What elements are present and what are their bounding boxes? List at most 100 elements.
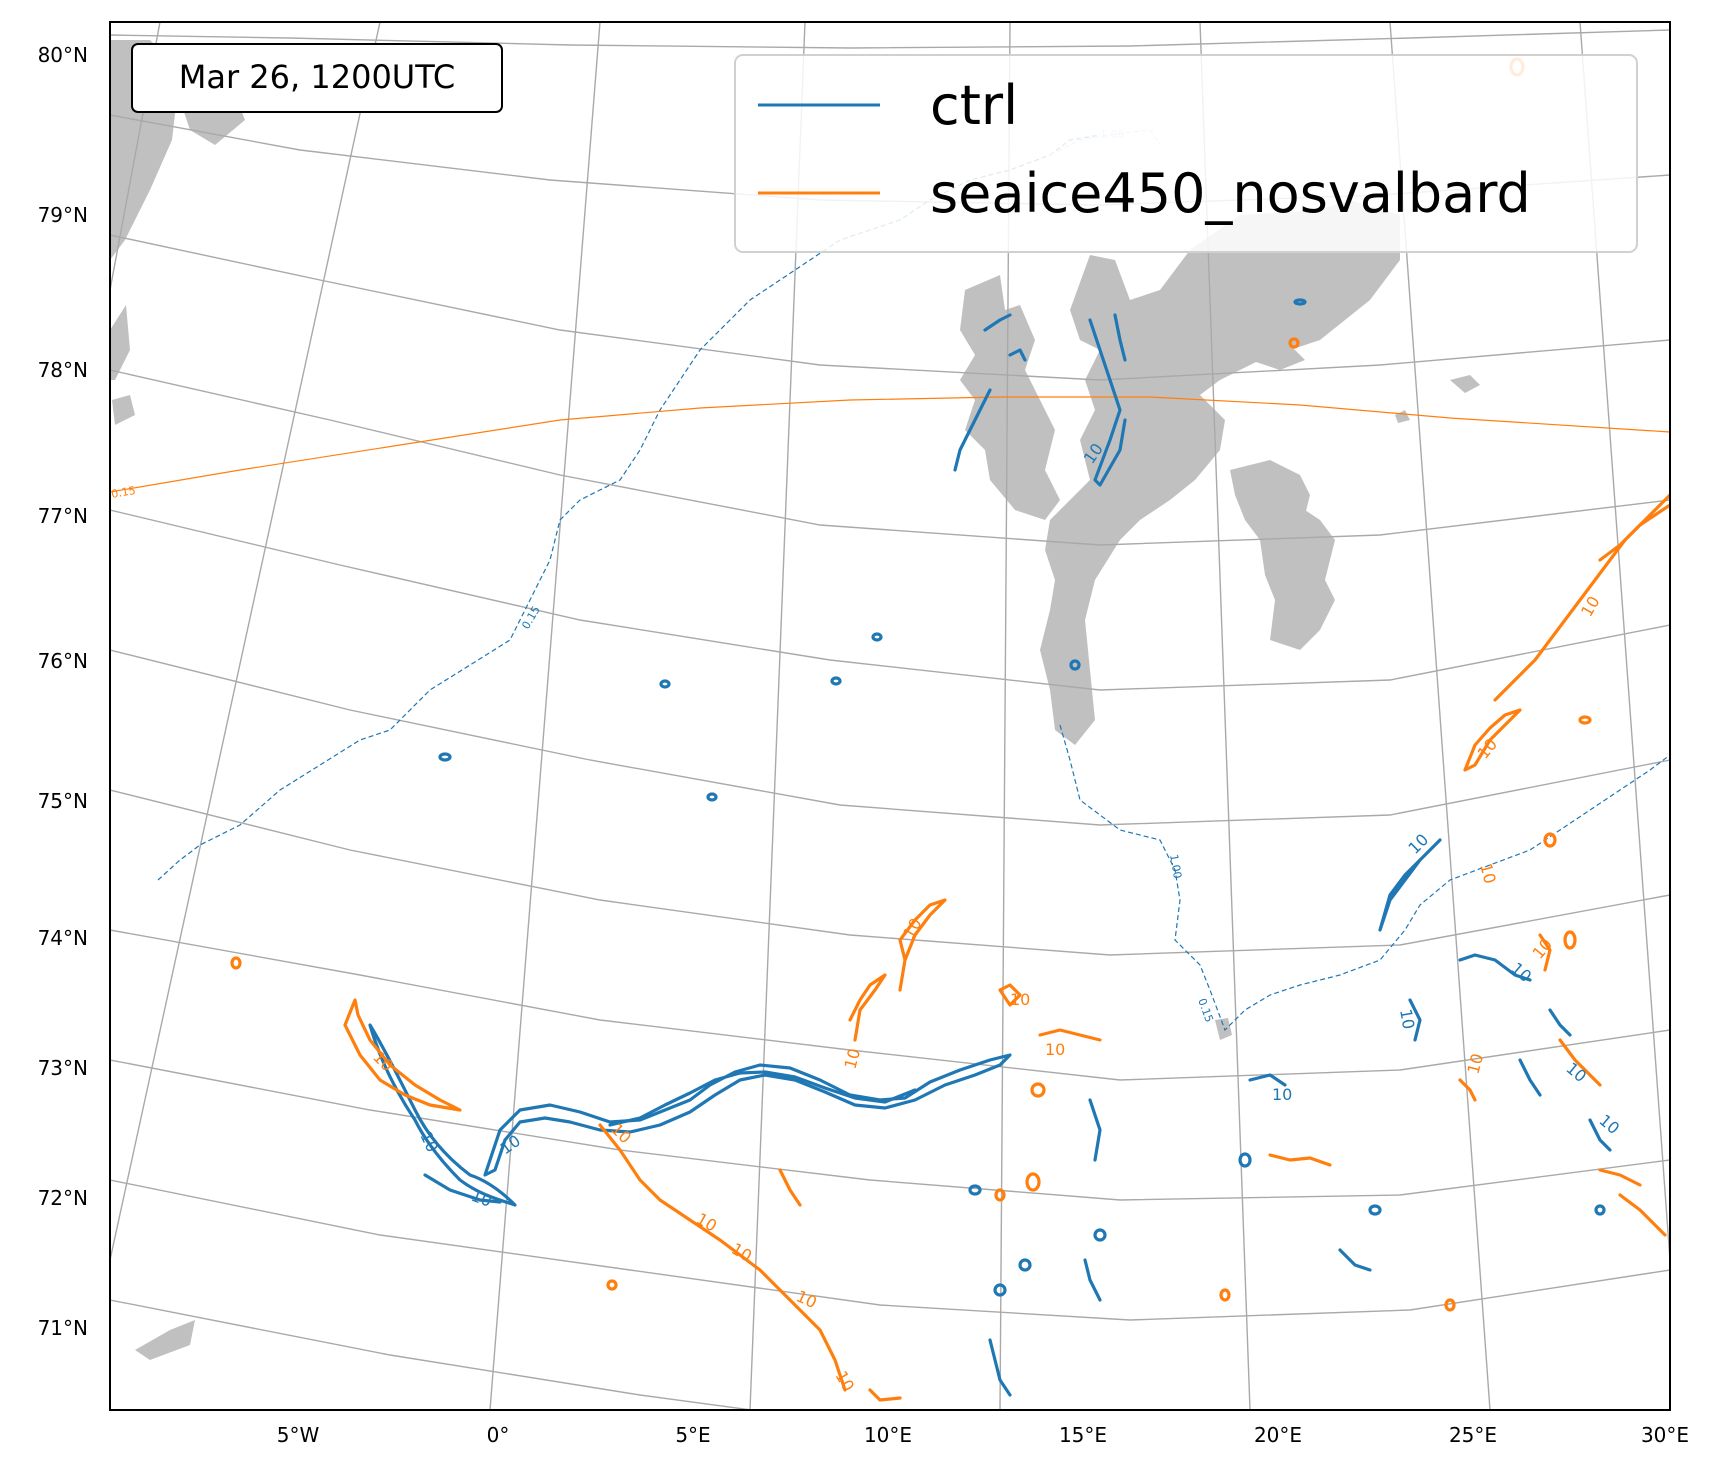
legend: ctrl seaice450_nosvalbard (734, 54, 1638, 253)
meridian-5e (749, 22, 806, 1410)
legend-frame (734, 54, 1638, 253)
exp-contour-east-7 (1458, 1078, 1477, 1102)
timestamp-text: Mar 26, 1200UTC (179, 58, 455, 96)
exp-contour-southeast (1598, 1168, 1642, 1187)
ctrl-contour-svalbard-1 (983, 313, 1012, 332)
exp-wind-label-13: 10 (1476, 861, 1500, 886)
lon-label: 5°E (675, 1423, 710, 1447)
ice-exp-015-label: 0.15 (110, 484, 136, 501)
exp-contour-east-5 (1558, 1038, 1602, 1087)
exp-contour-south-1 (778, 1168, 802, 1207)
lon-label: 30°E (1641, 1423, 1689, 1447)
ctrl-contour-east-5 (1588, 1118, 1612, 1152)
land-greenland-4 (112, 395, 135, 425)
lat-label: 73°N (38, 1056, 88, 1080)
meridian-20e (1389, 22, 1491, 1410)
legend-label-seaice450: seaice450_nosvalbard (930, 162, 1531, 225)
ctrl-contour-south-1 (988, 1338, 1012, 1397)
ctrl-contour-svalbard-2 (953, 388, 992, 472)
lat-label: 80°N (38, 43, 88, 67)
land-norway (135, 1320, 195, 1360)
lon-label: 25°E (1449, 1423, 1497, 1447)
exp-wind-contours (230, 57, 1670, 1402)
ctrl-contour-mid-2 (1248, 1073, 1287, 1087)
ctrl-wind-label-10: 10 (1595, 1111, 1623, 1139)
lat-label: 72°N (38, 1186, 88, 1210)
parallel-80n (110, 29, 1670, 49)
ctrl-contour-east-3 (1548, 1008, 1572, 1037)
parallel-77n (110, 369, 1670, 546)
ctrl-contour-mid-1 (1088, 1098, 1102, 1162)
ctrl-wind-contours (368, 298, 1612, 1397)
land-edgeoya (1230, 460, 1335, 650)
exp-contour-east-1 (1463, 708, 1522, 772)
exp-wind-label-14: 10 (1529, 935, 1557, 963)
lat-label: 77°N (38, 504, 88, 528)
lon-label: 0° (487, 1423, 510, 1447)
lon-axis-labels: 5°W 0° 5°E 10°E 15°E 20°E 25°E 30°E (277, 1423, 1689, 1447)
exp-contour-south-2 (868, 1388, 902, 1402)
ctrl-wind-label-7: 10 (1396, 1007, 1418, 1030)
meridian-10e (999, 22, 1011, 1410)
ctrl-contour-svalbard-5 (1113, 313, 1127, 362)
meridian-5w (110, 22, 381, 1261)
lon-label: 10°E (864, 1423, 912, 1447)
ctrl-contour-blobs (438, 298, 1606, 1297)
meridian-15e (1199, 22, 1251, 1410)
ctrl-contour-mid-3 (1338, 1248, 1372, 1272)
exp-contour-east-6 (1618, 1193, 1667, 1237)
exp-contour-north-2 (848, 973, 887, 1042)
meridian-0 (489, 22, 601, 1410)
exp-wind-label-6: 10 (832, 1368, 859, 1395)
parallel-75n (110, 649, 1670, 826)
land-kvitoya (1450, 375, 1480, 393)
exp-wind-label-15: 10 (1464, 1051, 1488, 1076)
parallel-73n (110, 929, 1670, 1081)
land-small-island (1395, 410, 1410, 423)
ctrl-wind-label-5: 10 (1272, 1085, 1292, 1104)
ctrl-contour-east-1 (1378, 838, 1442, 932)
exp-contour-west-front (343, 998, 462, 1112)
land-spitsbergen (1040, 200, 1400, 745)
ctrl-contour-main-front (368, 1023, 517, 1207)
ice-ctrl-100-label-2: 1.00 (1167, 853, 1184, 879)
ctrl-contour-south-2 (1083, 1258, 1102, 1302)
ctrl-wind-label-9: 10 (1562, 1059, 1590, 1087)
ice-ctrl-015-label-1: 0.15 (519, 604, 543, 632)
exp-contour-east-3 (1598, 493, 1670, 562)
sea-ice-contours (110, 129, 1670, 1032)
exp-wind-label-3: 10 (693, 1209, 720, 1236)
exp-contour-mid-1 (998, 983, 1022, 1007)
ice-edge-exp-015 (110, 396, 1670, 493)
land-nordaustlandet (1210, 290, 1305, 370)
ctrl-contour-east-2 (1458, 953, 1532, 982)
lat-axis-labels: 80°N 79°N 78°N 77°N 76°N 75°N 74°N 73°N … (38, 43, 88, 1340)
ctrl-contour-svalbard-4 (1088, 318, 1127, 487)
parallel-70n (110, 1299, 757, 1410)
land-bear-island (1215, 1018, 1232, 1040)
parallel-72n (110, 1059, 1670, 1201)
plot-frame (109, 21, 1671, 1411)
ctrl-contour-mid-band (608, 1070, 917, 1127)
lon-label: 15°E (1059, 1423, 1107, 1447)
exp-wind-label-9: 10 (1010, 990, 1030, 1009)
lat-label: 79°N (38, 203, 88, 227)
ice-edge-ctrl-100 (1059, 724, 1670, 1032)
ctrl-wind-label-8: 10 (1507, 959, 1535, 987)
exp-contour-southwest-band (598, 1123, 847, 1392)
ctrl-contour-east-4 (1408, 998, 1422, 1042)
exp-contour-mid-2 (1038, 1028, 1102, 1042)
lat-label: 76°N (38, 649, 88, 673)
exp-wind-label-7: 10 (841, 1046, 865, 1071)
ctrl-contour-svalbard-3 (1008, 348, 1027, 362)
exp-wind-label-10: 10 (1045, 1040, 1065, 1059)
lon-label: 5°W (277, 1423, 320, 1447)
ctrl-contour-west-loop (423, 1173, 502, 1204)
parallel-71n (110, 1179, 1670, 1321)
ice-ctrl-015-label-2: 0.15 (1195, 997, 1216, 1024)
contour-labels: 0.15 0.15 1.00 1.00 0.15 10 10 10 10 10 … (110, 128, 1623, 1395)
parallel-74n (110, 789, 1670, 956)
lat-label: 74°N (38, 926, 88, 950)
land-greenland-3 (110, 305, 130, 380)
lat-label: 75°N (38, 789, 88, 813)
